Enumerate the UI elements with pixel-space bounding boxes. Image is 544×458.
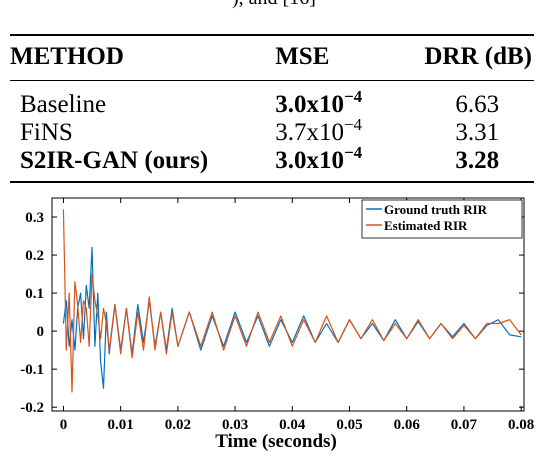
table-header-row: METHOD MSE DRR (dB) — [10, 34, 534, 81]
mse-mantissa: 3.0x10 — [275, 91, 344, 118]
mse-exponent: −4 — [343, 115, 363, 134]
table-row: S2IR-GAN (ours) 3.0x10−4 3.28 — [10, 144, 534, 183]
x-tick-label: 0.06 — [394, 417, 421, 433]
cell-mse: 3.0x10−4 — [275, 81, 420, 120]
mse-mantissa: 3.0x10 — [275, 147, 344, 174]
mse-exponent: −4 — [343, 143, 363, 162]
x-tick-label: 0.08 — [508, 417, 534, 433]
table-row: FiNS 3.7x10−4 3.31 — [10, 116, 534, 147]
cell-method: Baseline — [20, 91, 107, 118]
header-mse: MSE — [275, 34, 421, 81]
cell-drr: 3.28 — [420, 147, 534, 183]
y-tick-label: 0 — [37, 324, 45, 340]
y-tick-label: -0.1 — [20, 362, 44, 378]
x-tick-label: 0 — [60, 417, 68, 433]
cell-method: S2IR-GAN (ours) — [10, 147, 276, 183]
series-line-ground-truth — [62, 246, 522, 389]
cut-text-line: ), and [16] — [0, 0, 544, 28]
mse-mantissa: 3.7x10 — [275, 119, 344, 146]
x-tick-label: 0.04 — [279, 417, 306, 433]
results-table: METHOD MSE DRR (dB) Baseline 3.0x10−4 6.… — [10, 34, 534, 183]
y-tick-label: 0.3 — [25, 210, 44, 226]
y-tick-label: 0.2 — [25, 248, 44, 264]
x-tick-label: 0.05 — [336, 417, 362, 433]
cell-method: FiNS — [20, 119, 73, 146]
cell-drr: 6.63 — [455, 91, 500, 118]
mse-exponent: −4 — [343, 87, 363, 106]
x-axis-label: Time (seconds) — [215, 431, 337, 452]
x-tick-label: 0.01 — [108, 417, 134, 433]
x-tick-label: 0.07 — [451, 417, 478, 433]
header-method: METHOD — [10, 34, 276, 81]
cell-drr: 3.31 — [455, 119, 500, 146]
legend-entry: Ground truth RIR — [384, 202, 488, 217]
cut-text: ), and [16] — [232, 0, 316, 8]
cell-mse: 3.0x10−4 — [275, 144, 421, 183]
legend-box — [361, 199, 523, 239]
table-row: Baseline 3.0x10−4 6.63 — [10, 81, 534, 120]
plot-frame — [51, 197, 525, 412]
x-tick-label: 0.02 — [165, 417, 191, 433]
cell-mse: 3.7x10−4 — [275, 116, 420, 147]
header-drr: DRR (dB) — [420, 34, 534, 81]
rir-waveform-chart: 0 0.01 0.02 0.03 0.04 0.05 0.06 0.07 0.08 -0.2 -0.… — [20, 197, 534, 452]
series-line-estimated — [62, 209, 522, 393]
legend-entry: Estimated RIR — [384, 218, 468, 233]
x-tick-label: 0.03 — [222, 417, 248, 433]
y-tick-label: 0.1 — [25, 286, 44, 302]
y-tick-label: -0.2 — [20, 400, 44, 416]
